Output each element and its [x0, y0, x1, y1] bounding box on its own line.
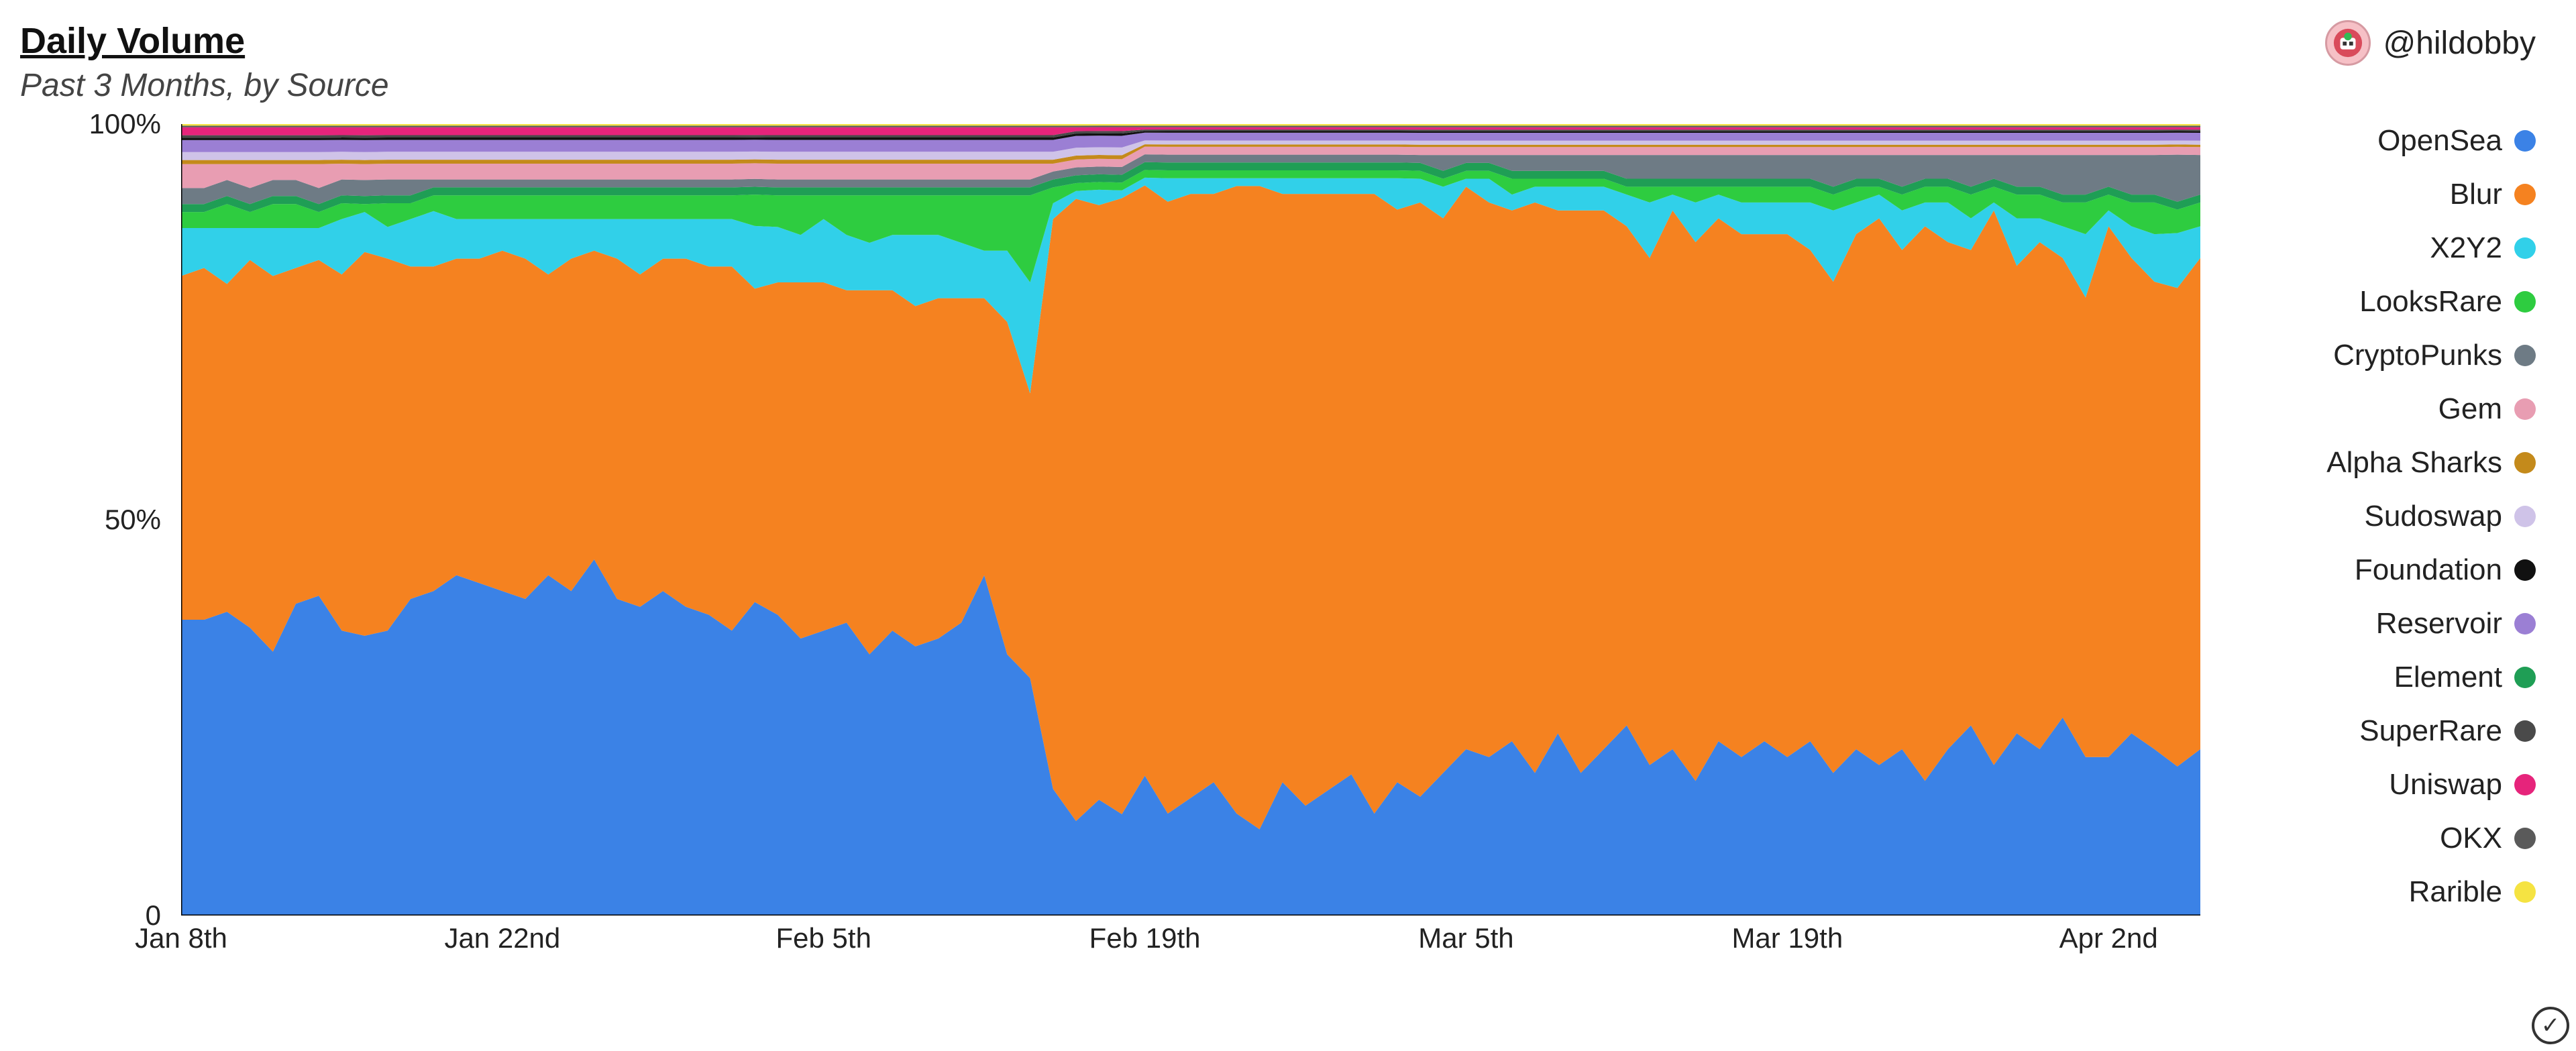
- legend-label: Reservoir: [2376, 607, 2502, 641]
- legend-swatch-icon: [2514, 398, 2536, 420]
- legend-label: OKX: [2440, 822, 2502, 855]
- legend-swatch-icon: [2514, 828, 2536, 849]
- legend-swatch-icon: [2514, 130, 2536, 152]
- legend-swatch-icon: [2514, 184, 2536, 205]
- legend-label: Element: [2394, 661, 2502, 694]
- legend-item-alpha-sharks[interactable]: Alpha Sharks: [2227, 446, 2536, 480]
- legend: OpenSea Blur X2Y2 LooksRare CryptoPunks Gem Al…: [2200, 111, 2536, 1023]
- legend-label: Rarible: [2409, 875, 2502, 909]
- legend-label: Gem: [2438, 392, 2502, 426]
- area-rarible[interactable]: [181, 124, 2200, 125]
- legend-swatch-icon: [2514, 237, 2536, 259]
- legend-label: Blur: [2450, 178, 2502, 211]
- x-tick-label: Jan 8th: [135, 922, 227, 954]
- plot-area: [181, 124, 2200, 916]
- legend-item-foundation[interactable]: Foundation: [2227, 553, 2536, 587]
- legend-item-reservoir[interactable]: Reservoir: [2227, 607, 2536, 641]
- x-tick-label: Jan 22nd: [444, 922, 560, 954]
- legend-swatch-icon: [2514, 345, 2536, 366]
- y-tick-label: 100%: [20, 108, 161, 140]
- legend-label: OpenSea: [2377, 124, 2502, 158]
- legend-swatch-icon: [2514, 559, 2536, 581]
- legend-swatch-icon: [2514, 613, 2536, 634]
- x-tick-label: Feb 5th: [776, 922, 871, 954]
- chart-area: 050%100% Jan 8thJan 22ndFeb 5thFeb 19thM…: [20, 111, 2200, 1023]
- legend-item-uniswap[interactable]: Uniswap: [2227, 768, 2536, 801]
- area-okx[interactable]: [181, 125, 2200, 127]
- author-block[interactable]: @hildobby: [2325, 20, 2536, 66]
- x-tick-label: Mar 19th: [1731, 922, 1843, 954]
- x-tick-label: Feb 19th: [1089, 922, 1201, 954]
- legend-label: Sudoswap: [2365, 500, 2502, 533]
- y-tick-label: 50%: [20, 504, 161, 536]
- legend-label: X2Y2: [2430, 231, 2502, 265]
- legend-label: Foundation: [2355, 553, 2502, 587]
- legend-item-superrare[interactable]: SuperRare: [2227, 714, 2536, 748]
- legend-item-element[interactable]: Element: [2227, 661, 2536, 694]
- legend-label: LooksRare: [2359, 285, 2502, 319]
- legend-swatch-icon: [2514, 720, 2536, 742]
- legend-item-rarible[interactable]: Rarible: [2227, 875, 2536, 909]
- legend-item-sudoswap[interactable]: Sudoswap: [2227, 500, 2536, 533]
- chart-header: Daily Volume Past 3 Months, by Source @h…: [20, 20, 2536, 104]
- legend-swatch-icon: [2514, 506, 2536, 527]
- author-avatar-icon: [2325, 20, 2371, 66]
- x-tick-label: Apr 2nd: [2059, 922, 2158, 954]
- legend-item-x2y2[interactable]: X2Y2: [2227, 231, 2536, 265]
- legend-swatch-icon: [2514, 291, 2536, 313]
- x-axis: Jan 8thJan 22ndFeb 5thFeb 19thMar 5thMar…: [181, 922, 2200, 969]
- author-handle: @hildobby: [2383, 25, 2536, 62]
- verified-check-icon: ✓: [2532, 1007, 2569, 1044]
- legend-item-blur[interactable]: Blur: [2227, 178, 2536, 211]
- chart-subtitle: Past 3 Months, by Source: [20, 67, 389, 104]
- legend-item-gem[interactable]: Gem: [2227, 392, 2536, 426]
- y-axis: 050%100%: [20, 111, 168, 1023]
- legend-label: SuperRare: [2359, 714, 2502, 748]
- legend-item-okx[interactable]: OKX: [2227, 822, 2536, 855]
- legend-swatch-icon: [2514, 667, 2536, 688]
- legend-label: CryptoPunks: [2333, 339, 2502, 372]
- chart-title: Daily Volume: [20, 20, 389, 62]
- legend-swatch-icon: [2514, 452, 2536, 474]
- legend-swatch-icon: [2514, 881, 2536, 903]
- legend-swatch-icon: [2514, 774, 2536, 795]
- legend-item-looksrare[interactable]: LooksRare: [2227, 285, 2536, 319]
- x-tick-label: Mar 5th: [1418, 922, 1513, 954]
- legend-label: Alpha Sharks: [2326, 446, 2502, 480]
- legend-item-cryptopunks[interactable]: CryptoPunks: [2227, 339, 2536, 372]
- legend-item-opensea[interactable]: OpenSea: [2227, 124, 2536, 158]
- legend-label: Uniswap: [2389, 768, 2502, 801]
